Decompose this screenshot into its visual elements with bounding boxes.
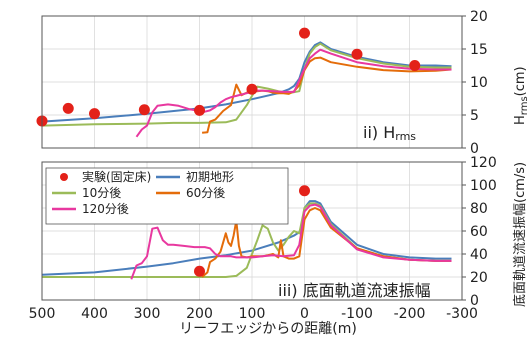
legend-marker <box>60 173 68 181</box>
x-tick-label: 300 <box>134 306 161 322</box>
legend-label: 60分後 <box>186 186 225 200</box>
legend-label: 10分後 <box>82 186 121 200</box>
x-tick-label: -300 <box>446 306 478 322</box>
experiment-point <box>194 104 205 116</box>
hrms-panel-label: ii) Hrms <box>363 123 416 143</box>
x-tick-label: 100 <box>239 306 266 322</box>
series-line <box>135 48 452 138</box>
velocity-y-axis-label: 底面軌道流速振幅(cm/s) <box>512 162 528 307</box>
legend: 実験(固定床) 初期地形 10分後 60分後 120分後 <box>45 167 289 225</box>
x-tick-label: 0 <box>300 306 309 322</box>
hrms-ytick-label: 0 <box>470 141 479 157</box>
velocity-series <box>41 200 452 280</box>
series-line <box>41 42 452 127</box>
hrms-ytick-label: 5 <box>470 108 479 124</box>
experiment-point <box>299 27 310 39</box>
velocity-ytick-label: 80 <box>470 201 488 217</box>
velocity-experiment-points <box>194 185 310 277</box>
series-line <box>201 56 452 134</box>
experiment-point <box>409 60 421 71</box>
velocity-ytick-label: 60 <box>470 224 488 240</box>
experiment-point <box>299 185 310 197</box>
x-axis-label: リーフエッジからの距離(m) <box>179 320 357 337</box>
x-tick-label: -100 <box>341 306 373 322</box>
legend-label: 120分後 <box>82 202 129 216</box>
hrms-ytick-label: 10 <box>470 75 488 91</box>
legend-label: 実験(固定床) <box>82 169 151 184</box>
velocity-ytick-label: 40 <box>470 247 488 263</box>
hrms-grid <box>41 15 463 149</box>
velocity-ytick-label: 20 <box>470 270 488 286</box>
velocity-ytick-label: 100 <box>470 178 497 194</box>
hrms-series <box>41 41 452 138</box>
legend-label: 初期地形 <box>186 170 234 184</box>
velocity-ytick-label: 0 <box>470 293 479 309</box>
experiment-point <box>138 104 150 116</box>
velocity-ytick-label: 120 <box>470 155 497 171</box>
x-tick-label: -200 <box>394 306 426 322</box>
series-line <box>130 203 452 280</box>
experiment-point <box>89 108 100 120</box>
x-axis-ticks: 500 400 300 200 100 0 -100 -200 -300 <box>29 306 478 322</box>
velocity-panel-label: iii) 底面軌道流速振幅 <box>278 281 431 300</box>
hrms-ytick-label: 15 <box>470 42 488 58</box>
x-tick-label: 400 <box>81 306 108 322</box>
experiment-point <box>194 265 205 277</box>
hrms-ytick-label: 20 <box>470 9 488 25</box>
hrms-y-axis-label: Hrms(cm) <box>513 66 530 125</box>
hrms-y-ticks: 0 5 10 15 20 <box>462 9 488 157</box>
hrms-panel: 0 5 10 15 20 ii) Hrms Hrms(cm) <box>36 9 530 157</box>
x-tick-label: 200 <box>186 306 213 322</box>
velocity-y-ticks: 0 20 40 60 80 100 120 <box>462 155 497 309</box>
experiment-point <box>351 48 363 60</box>
experiment-point <box>246 83 258 95</box>
x-tick-label: 500 <box>29 306 56 322</box>
hrms-experiment-points <box>36 27 421 127</box>
experiment-point <box>62 102 74 114</box>
velocity-panel: 0 20 40 60 80 100 120 500 400 300 200 100 0 -100 -200… <box>29 155 528 337</box>
